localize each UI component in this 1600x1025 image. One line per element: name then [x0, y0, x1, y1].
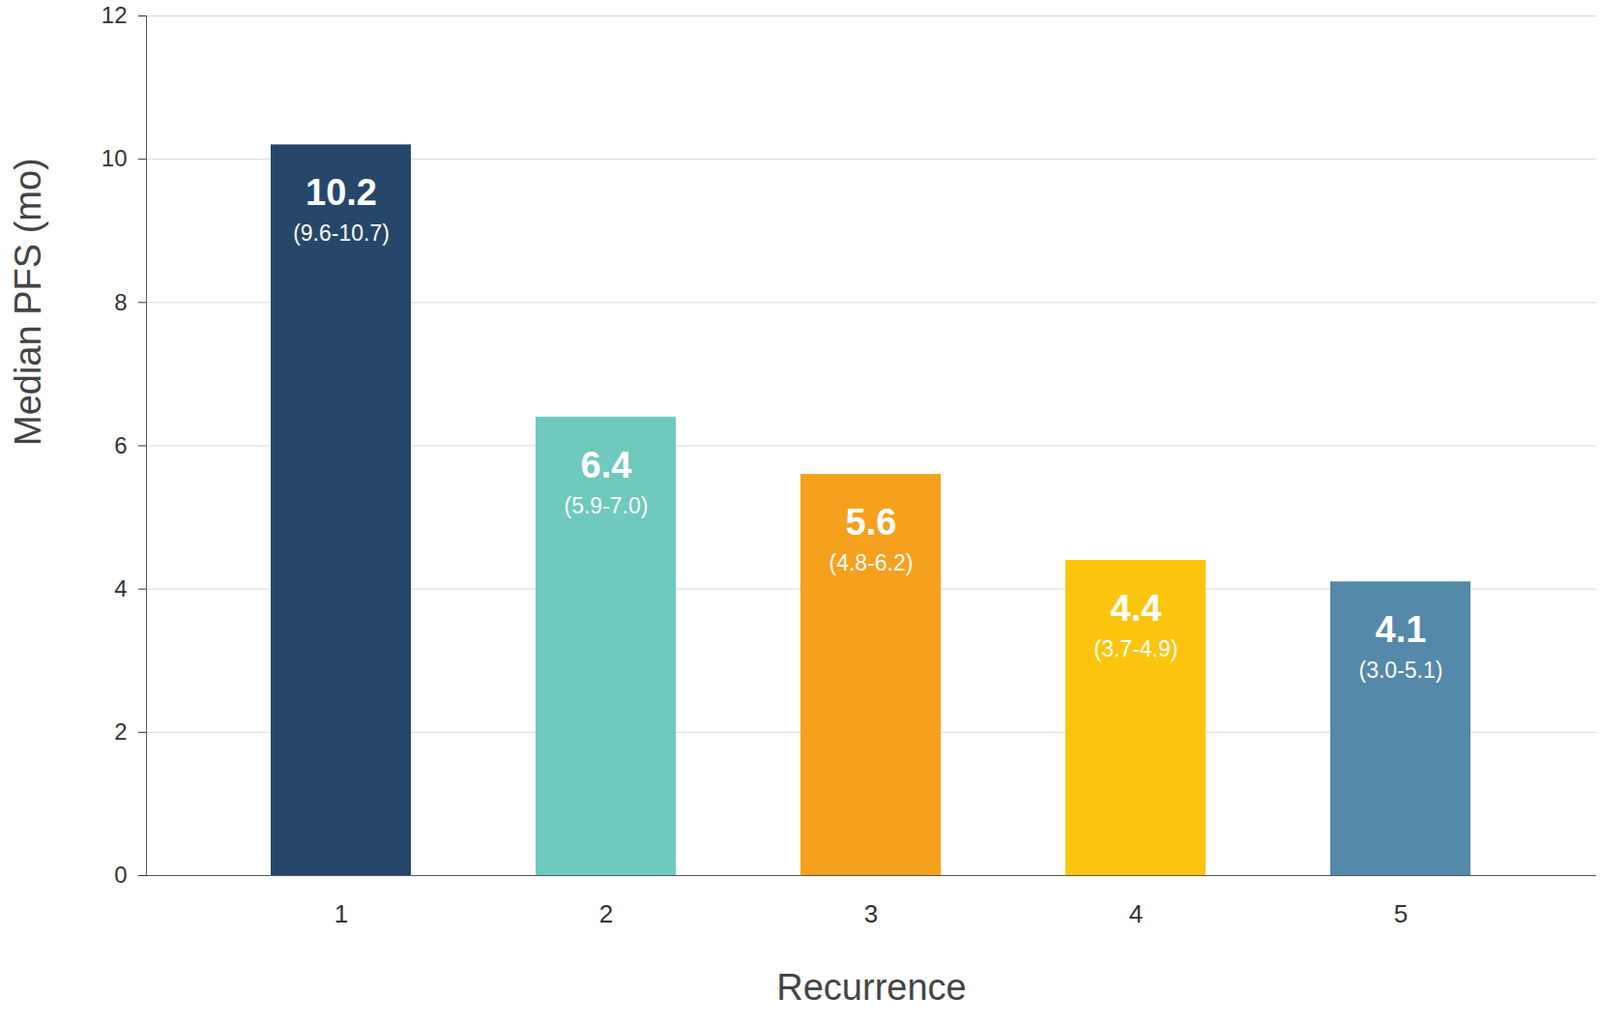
- svg-text:12: 12: [101, 1, 128, 29]
- svg-text:10.2: 10.2: [305, 172, 378, 213]
- svg-text:Median PFS (mo): Median PFS (mo): [7, 157, 49, 446]
- svg-text:4: 4: [114, 575, 127, 602]
- svg-text:4: 4: [1129, 899, 1143, 929]
- svg-text:(3.0-5.1): (3.0-5.1): [1359, 657, 1444, 683]
- svg-text:(4.8-6.2): (4.8-6.2): [829, 550, 914, 576]
- svg-text:(5.9-7.0): (5.9-7.0): [564, 493, 649, 519]
- svg-text:2: 2: [599, 899, 613, 929]
- svg-text:10: 10: [101, 145, 128, 172]
- svg-text:3: 3: [864, 899, 878, 929]
- svg-text:8: 8: [114, 289, 127, 316]
- svg-text:5.6: 5.6: [845, 501, 898, 543]
- svg-text:4.1: 4.1: [1375, 609, 1427, 650]
- svg-text:5: 5: [1394, 899, 1408, 929]
- svg-text:6: 6: [114, 432, 127, 459]
- svg-text:2: 2: [114, 718, 127, 745]
- svg-text:(9.6-10.7): (9.6-10.7): [292, 220, 390, 246]
- svg-text:6.4: 6.4: [581, 444, 633, 486]
- svg-text:4.4: 4.4: [1110, 587, 1163, 629]
- svg-text:0: 0: [114, 861, 127, 888]
- svg-text:Recurrence: Recurrence: [776, 966, 966, 1008]
- svg-text:(3.7-4.9): (3.7-4.9): [1094, 636, 1179, 662]
- svg-text:1: 1: [334, 899, 349, 929]
